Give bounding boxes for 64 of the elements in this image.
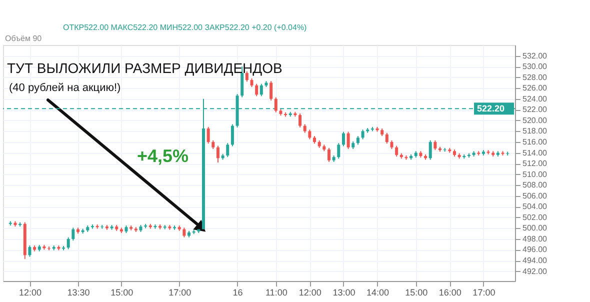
x-tick-label: 13:00 xyxy=(332,288,356,298)
annotation: ТУТ ВЫЛОЖИЛИ РАЗМЕР ДИВИДЕНДОВ xyxy=(7,60,282,76)
y-tick-label: 520.00 xyxy=(522,116,548,125)
candlestick xyxy=(337,142,340,160)
y-tick-label: 524.00 xyxy=(522,94,548,104)
candlestick xyxy=(206,126,210,144)
y-tick-label: 510.00 xyxy=(522,170,548,179)
x-tick-label: 15:00 xyxy=(405,288,428,298)
y-tick-label: 492.00 xyxy=(522,266,548,276)
candlestick xyxy=(361,129,364,140)
candlestick xyxy=(28,244,32,258)
candlestick xyxy=(506,151,510,156)
y-tick-label: 506.00 xyxy=(522,191,548,200)
candlestick xyxy=(428,140,432,160)
x-tick-label: 12:00 xyxy=(298,288,322,298)
annotation: (40 рублей на акцию!) xyxy=(9,82,121,94)
candlestick xyxy=(308,129,312,140)
x-tick-label: 13:30 xyxy=(67,288,90,298)
candlestick xyxy=(255,83,258,97)
y-tick-label: 516.00 xyxy=(522,137,548,146)
candlestick xyxy=(298,112,302,128)
y-tick-label: 528.00 xyxy=(522,72,548,82)
y-tick-label: 494.00 xyxy=(522,256,548,266)
y-tick-label: 508.00 xyxy=(522,180,548,190)
candlestick xyxy=(260,83,263,97)
candlestick xyxy=(182,227,186,238)
y-tick-label: 496.00 xyxy=(522,245,548,254)
x-tick-label: 16 xyxy=(232,288,243,298)
y-tick-label: 498.00 xyxy=(522,234,548,244)
text: Объём 90 xyxy=(5,34,42,43)
y-tick-label: 502.00 xyxy=(522,212,548,222)
candlestick xyxy=(216,145,220,163)
y-tick-label: 512.00 xyxy=(522,159,548,168)
y-tick-label: 532.00 xyxy=(522,51,548,60)
x-tick-label: 16:00 xyxy=(438,288,462,298)
x-tick-label: 15:00 xyxy=(110,288,134,298)
candlestick xyxy=(395,145,398,158)
candlestick xyxy=(434,140,437,151)
x-tick-label: 17:00 xyxy=(472,288,496,298)
candlestick xyxy=(72,227,75,242)
y-tick-label: 522.00 xyxy=(522,105,548,114)
candlestick xyxy=(327,147,330,162)
x-tick-label: 14:00 xyxy=(366,288,390,298)
text: ОТКР522.00 МАКС522.20 МИН522.00 ЗАКР522.20 +0.20 (+0.04%) xyxy=(63,23,308,32)
candlestick xyxy=(274,96,278,113)
candlestick xyxy=(66,236,70,250)
x-tick-label: 11:00 xyxy=(265,288,288,298)
candlestick xyxy=(48,246,51,251)
x-tick-label: 12:00 xyxy=(18,288,42,298)
y-tick-label: 500.00 xyxy=(522,224,548,233)
candlestick xyxy=(226,142,230,158)
y-tick-label: 526.00 xyxy=(522,84,548,93)
y-tick-label: 530.00 xyxy=(522,62,548,72)
candlestick xyxy=(385,132,388,144)
annotation: +4,5% xyxy=(137,146,189,166)
x-tick-label: 17:00 xyxy=(168,288,192,298)
ref-line-label: 522.20 xyxy=(477,104,505,114)
y-tick-label: 504.00 xyxy=(522,202,548,212)
candlestick xyxy=(230,124,234,147)
y-tick-label: 514.00 xyxy=(522,148,548,158)
candlestick xyxy=(270,80,273,101)
candlestick xyxy=(346,131,350,150)
candlestick xyxy=(342,131,345,147)
y-tick-label: 518.00 xyxy=(522,126,548,136)
